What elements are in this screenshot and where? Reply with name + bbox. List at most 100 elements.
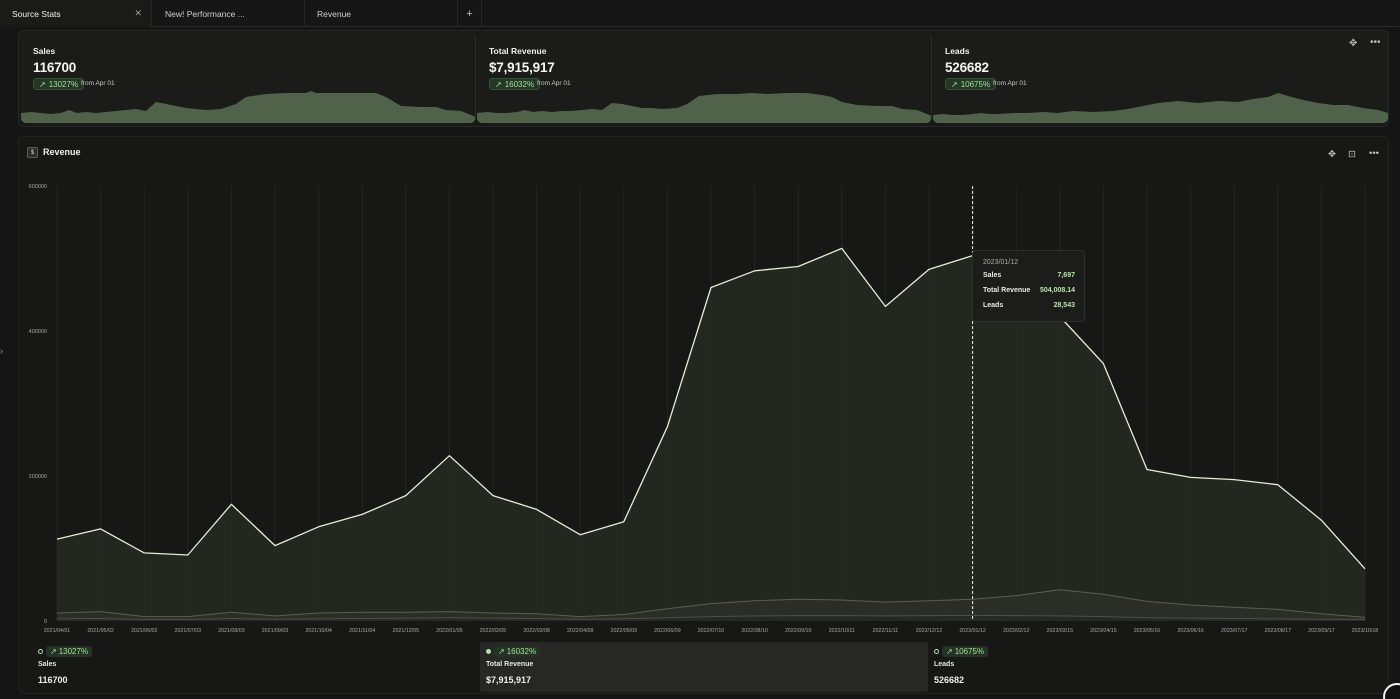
- move-icon[interactable]: ✥: [1349, 38, 1358, 49]
- x-tick-label: 2022/02/05: [480, 628, 507, 634]
- chart-tooltip: 2023/01/12 Sales 7,697 Total Revenue 504…: [972, 250, 1085, 322]
- legend-dot: [38, 649, 43, 654]
- dollar-icon: $: [27, 147, 38, 158]
- x-tick-label: 2021/07/03: [175, 628, 202, 634]
- kpi-title: Total Revenue: [489, 46, 547, 56]
- legend-value: 526682: [934, 675, 965, 685]
- x-tick-label: 2023/01/12: [959, 628, 986, 634]
- change-badge: ↗ 13027%: [46, 646, 93, 657]
- plus-icon[interactable]: +: [458, 0, 482, 27]
- x-tick-label: 2022/05/09: [611, 628, 638, 634]
- legend-name: Total Revenue: [486, 661, 534, 668]
- x-tick-label: 2021/10/04: [305, 628, 332, 634]
- x-tick-label: 2022/06/09: [654, 628, 681, 634]
- sparkline: [21, 91, 475, 123]
- x-tick-label: 2023/10/18: [1352, 628, 1379, 634]
- tab-source-stats[interactable]: Source Stats ✕: [0, 0, 152, 27]
- more-icon[interactable]: •••: [1369, 148, 1379, 159]
- x-tick-label: 2021/11/04: [349, 628, 375, 634]
- tab-label: New! Performance ...: [165, 8, 245, 19]
- arrow-up-right-icon: ↗: [50, 647, 57, 656]
- chart-type-icon[interactable]: ⊡: [1348, 149, 1356, 160]
- change-badge: ↗ 10675%: [942, 646, 989, 657]
- kpi-value: 526682: [945, 60, 989, 75]
- x-tick-label: 2022/09/10: [785, 628, 812, 634]
- change-value: 16032%: [506, 647, 537, 656]
- legend-value: $7,915,917: [486, 675, 532, 685]
- x-tick-label: 2021/08/03: [218, 628, 245, 634]
- tab-revenue[interactable]: Revenue: [305, 0, 458, 27]
- legend-dot: [934, 649, 939, 654]
- y-tick-label: 200000: [29, 474, 47, 480]
- kpi-card-total-revenue[interactable]: Total Revenue $7,915,917 ↗ 16032% from Ap…: [477, 33, 932, 123]
- y-tick-label: 600000: [29, 184, 47, 190]
- series-line-leads: [56, 614, 1366, 620]
- move-icon[interactable]: ✥: [1328, 149, 1336, 160]
- y-tick-label: 400000: [29, 329, 47, 335]
- x-tick-label: 2023/04/15: [1090, 628, 1117, 634]
- x-tick-label: 2023/03/15: [1047, 628, 1074, 634]
- sparkline: [477, 93, 931, 123]
- tooltip-value: 7,697: [1057, 272, 1075, 279]
- kpi-panel: Sales 116700 ↗ 13027% from Apr 01 Total R…: [18, 30, 1389, 127]
- kpi-title: Sales: [33, 46, 56, 56]
- change-value: 13027%: [58, 647, 89, 656]
- close-icon[interactable]: ✕: [134, 8, 142, 18]
- series-area-sales: [57, 589, 1365, 621]
- x-tick-label: 2022/07/10: [698, 628, 725, 634]
- kpi-from-label: from Apr 01: [993, 80, 1027, 87]
- change-value: 16032%: [504, 79, 535, 89]
- change-badge: ↗ 16032%: [489, 78, 541, 90]
- more-icon[interactable]: •••: [1370, 37, 1381, 48]
- x-tick-label: 2021/06/02: [131, 628, 158, 634]
- legend-item-sales[interactable]: ↗ 13027% Sales 116700: [18, 642, 464, 692]
- tab-new-performance[interactable]: New! Performance ...: [153, 0, 305, 27]
- tooltip-row: Sales 7,697: [983, 272, 1075, 282]
- series-area-total-revenue: [57, 248, 1365, 621]
- tooltip-row: Leads 28,543: [983, 302, 1075, 312]
- x-tick-label: 2022/03/08: [523, 628, 550, 634]
- x-tick-label: 2022/12/12: [916, 628, 943, 634]
- kpi-from-label: from Apr 01: [537, 80, 571, 87]
- change-value: 13027%: [48, 79, 79, 89]
- change-badge: ↗ 16032%: [494, 646, 541, 657]
- x-tick-label: 2022/08/10: [741, 628, 768, 634]
- series-line-total-revenue: [56, 247, 1366, 570]
- x-tick-label: 2023/08/17: [1265, 628, 1292, 634]
- kpi-from-label: from Apr 01: [81, 80, 115, 87]
- sparkline-area: [21, 91, 475, 123]
- chevron-right-icon[interactable]: ›: [0, 346, 3, 356]
- legend-item-total-revenue[interactable]: ↗ 16032% Total Revenue $7,915,917: [480, 642, 928, 692]
- x-tick-label: 2023/02/12: [1003, 628, 1030, 634]
- arrow-up-right-icon: ↗: [39, 79, 46, 89]
- x-tick-label: 2021/09/03: [262, 628, 289, 634]
- change-badge: ↗ 13027%: [33, 78, 85, 90]
- legend-item-leads[interactable]: ↗ 10675% Leads 526682: [928, 642, 1378, 692]
- arrow-up-right-icon: ↗: [951, 79, 958, 89]
- arrow-up-right-icon: ↗: [946, 647, 953, 656]
- legend-value: 116700: [38, 675, 68, 685]
- sparkline: [933, 93, 1388, 123]
- x-tick-label: 2023/09/17: [1308, 628, 1335, 634]
- change-badge: ↗ 10675%: [945, 78, 997, 90]
- kpi-card-leads[interactable]: Leads 526682 ↗ 10675% from Apr 01: [933, 33, 1388, 123]
- x-tick-label: 2022/04/08: [567, 628, 594, 634]
- tab-label: Source Stats: [12, 8, 61, 19]
- x-tick-label: 2023/07/17: [1221, 628, 1248, 634]
- tooltip-row: Total Revenue 504,008.14: [983, 287, 1075, 297]
- legend-dot: [486, 649, 491, 654]
- x-tick-label: 2021/04/01: [44, 628, 71, 634]
- sparkline-area: [933, 93, 1388, 123]
- x-tick-label: 2022/01/05: [436, 628, 463, 634]
- x-tick-label: 2022/11/11: [873, 628, 899, 634]
- tab-label: Revenue: [317, 8, 352, 19]
- arrow-up-right-icon: ↗: [495, 79, 502, 89]
- tooltip-label: Sales: [983, 272, 1002, 279]
- tab-bar: Source Stats ✕ New! Performance ... Reve…: [0, 0, 1400, 27]
- kpi-title: Leads: [945, 46, 970, 56]
- legend-name: Leads: [934, 661, 955, 668]
- tooltip-date: 2023/01/12: [983, 259, 1019, 266]
- kpi-card-sales[interactable]: Sales 116700 ↗ 13027% from Apr 01: [21, 33, 476, 123]
- sparkline-area: [477, 93, 931, 123]
